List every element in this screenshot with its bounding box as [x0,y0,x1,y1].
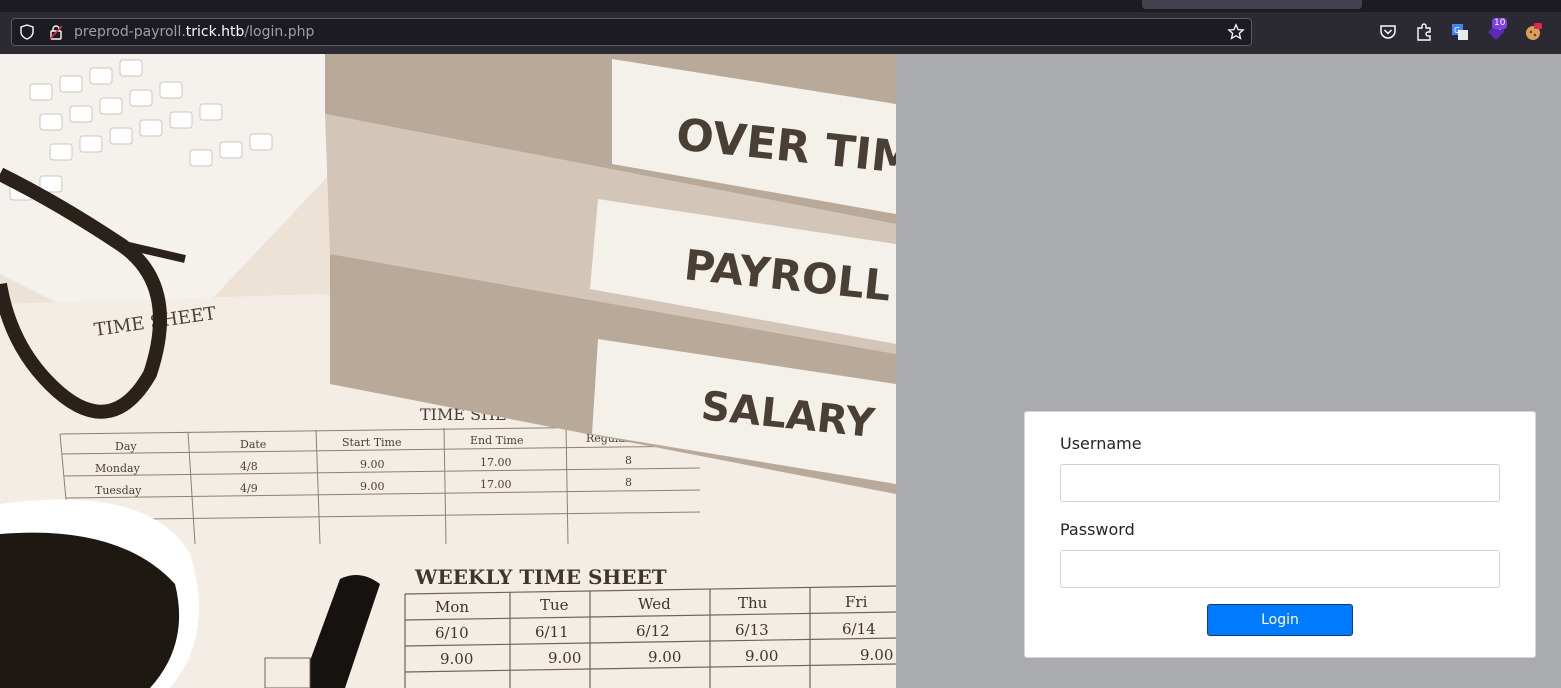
username-input[interactable] [1060,464,1500,502]
login-button[interactable]: Login [1207,604,1353,636]
bookmark-star-icon[interactable] [1227,23,1245,45]
payroll-hero-image: TIME SHEET TIME SHE Day Date Start Time End… [0,54,896,688]
cookie-extension-icon[interactable] [1523,22,1543,42]
svg-text:End Time: End Time [470,434,523,447]
address-bar[interactable]: preprod-payroll.trick.htb/login.php [11,18,1252,46]
svg-text:G: G [1454,26,1460,35]
password-label: Password [1060,520,1135,539]
password-input[interactable] [1060,550,1500,588]
svg-text:Date: Date [240,438,266,451]
extension-badge: 10 [1492,18,1508,29]
svg-text:4/8: 4/8 [240,460,258,473]
url-text[interactable]: preprod-payroll.trick.htb/login.php [74,24,315,40]
insecure-lock-icon[interactable] [48,24,64,44]
browser-toolbar: preprod-payroll.trick.htb/login.php G 10 [0,12,1561,54]
svg-text:Thu: Thu [738,594,768,612]
svg-text:Mon: Mon [435,598,469,616]
svg-text:8: 8 [625,454,632,467]
svg-text:6/12: 6/12 [636,622,670,640]
login-form: Username Password Login [1024,411,1536,658]
tab-strip [0,0,1561,12]
extensions-puzzle-icon[interactable] [1414,22,1434,42]
svg-text:8: 8 [625,476,632,489]
svg-text:9.00: 9.00 [548,649,581,667]
svg-text:17.00: 17.00 [480,456,512,469]
svg-text:9.00: 9.00 [360,458,385,471]
svg-text:Wed: Wed [638,595,671,613]
svg-text:Tue: Tue [540,596,569,614]
active-tab[interactable] [1142,0,1362,9]
pocket-icon[interactable] [1378,22,1398,42]
svg-text:6/13: 6/13 [735,621,769,639]
weekly-sheet-title: WEEKLY TIME SHEET [414,565,667,589]
svg-text:9.00: 9.00 [745,647,778,665]
svg-text:Start Time: Start Time [342,436,402,449]
svg-text:9.00: 9.00 [860,646,893,664]
svg-text:6/10: 6/10 [435,624,469,642]
svg-text:Tuesday: Tuesday [95,484,142,497]
username-label: Username [1060,434,1142,453]
translate-icon[interactable]: G [1450,22,1470,42]
svg-text:Fri: Fri [845,593,868,611]
svg-text:6/14: 6/14 [842,620,876,638]
svg-text:Monday: Monday [95,462,141,475]
svg-text:4/9: 4/9 [240,482,258,495]
svg-text:17.00: 17.00 [480,478,512,491]
svg-text:6/11: 6/11 [535,623,569,641]
svg-text:Day: Day [115,440,137,453]
svg-text:9.00: 9.00 [440,650,473,668]
tracking-shield-icon[interactable] [19,24,35,44]
svg-text:9.00: 9.00 [360,480,385,493]
svg-text:9.00: 9.00 [648,648,681,666]
